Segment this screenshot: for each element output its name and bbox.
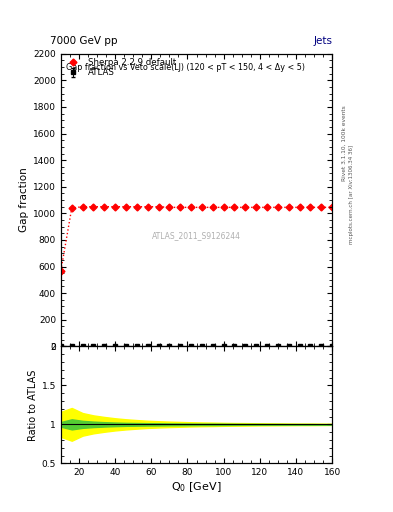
Text: ATLAS_2011_S9126244: ATLAS_2011_S9126244 — [152, 230, 241, 240]
Text: mcplots.cern.ch [ar Xiv:1306.34 36]: mcplots.cern.ch [ar Xiv:1306.34 36] — [349, 145, 354, 244]
Sherpa 2.2.9 default — [319, 204, 323, 210]
Y-axis label: Gap fraction: Gap fraction — [19, 167, 29, 232]
Sherpa 2.2.9 default — [330, 204, 334, 210]
Sherpa 2.2.9 default — [80, 204, 85, 210]
Sherpa 2.2.9 default — [124, 204, 129, 210]
Sherpa 2.2.9 default — [113, 204, 118, 210]
Sherpa 2.2.9 default — [134, 204, 139, 210]
Sherpa 2.2.9 default — [59, 267, 63, 273]
Sherpa 2.2.9 default — [254, 204, 259, 210]
Sherpa 2.2.9 default — [70, 205, 74, 211]
Text: Jets: Jets — [313, 36, 332, 47]
X-axis label: Q$_0$ [GeV]: Q$_0$ [GeV] — [171, 480, 222, 494]
Sherpa 2.2.9 default — [264, 204, 269, 210]
Legend: Sherpa 2.2.9 default, ATLAS: Sherpa 2.2.9 default, ATLAS — [64, 56, 178, 79]
Sherpa 2.2.9 default — [167, 204, 172, 210]
Sherpa 2.2.9 default — [91, 204, 96, 210]
Sherpa 2.2.9 default — [297, 204, 302, 210]
Sherpa 2.2.9 default — [189, 204, 193, 210]
Sherpa 2.2.9 default — [243, 204, 248, 210]
Sherpa 2.2.9 default — [200, 204, 204, 210]
Text: 7000 GeV pp: 7000 GeV pp — [50, 36, 118, 47]
Text: Rivet 3.1.10, 100k events: Rivet 3.1.10, 100k events — [342, 105, 346, 181]
Sherpa 2.2.9 default — [210, 204, 215, 210]
Sherpa 2.2.9 default — [221, 204, 226, 210]
Y-axis label: Ratio to ATLAS: Ratio to ATLAS — [28, 369, 37, 440]
Text: Gap fraction vs Veto scale(LJ) (120 < pT < 150, 4 < Δy < 5): Gap fraction vs Veto scale(LJ) (120 < pT… — [66, 62, 305, 72]
Sherpa 2.2.9 default — [156, 204, 161, 210]
Sherpa 2.2.9 default — [308, 204, 313, 210]
Sherpa 2.2.9 default — [145, 204, 150, 210]
Sherpa 2.2.9 default — [286, 204, 291, 210]
Sherpa 2.2.9 default — [232, 204, 237, 210]
Sherpa 2.2.9 default — [275, 204, 280, 210]
Sherpa 2.2.9 default — [178, 204, 183, 210]
Line: Sherpa 2.2.9 default: Sherpa 2.2.9 default — [59, 204, 334, 273]
Sherpa 2.2.9 default — [102, 204, 107, 210]
